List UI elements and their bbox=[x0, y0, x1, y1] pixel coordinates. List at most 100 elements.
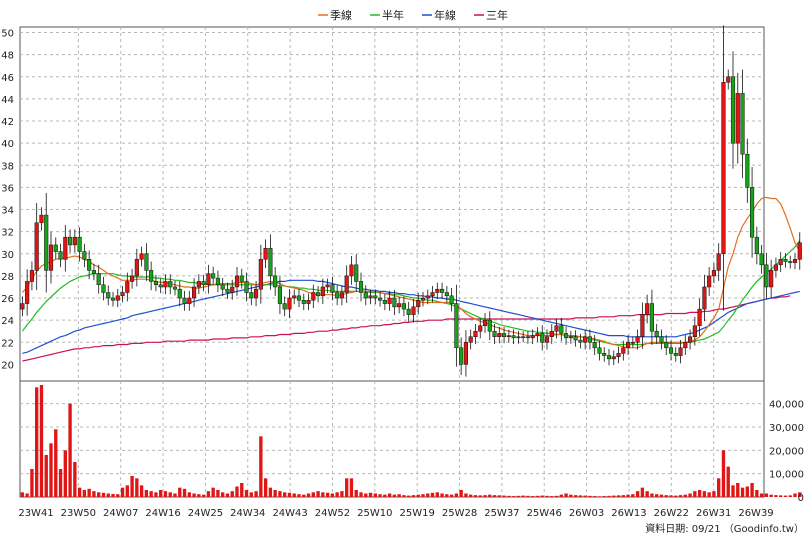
candlestick bbox=[149, 261, 154, 291]
candle-body bbox=[239, 275, 244, 282]
volume-bar bbox=[540, 495, 544, 497]
x-tick-label-11: 25W37 bbox=[484, 508, 519, 519]
volume-bar bbox=[545, 495, 549, 497]
candlestick bbox=[730, 51, 736, 169]
x-tick-label-3: 24W16 bbox=[145, 508, 180, 519]
candle-body bbox=[230, 286, 235, 293]
candle-body bbox=[177, 288, 182, 299]
legend-label-3: 三年 bbox=[486, 8, 508, 22]
candlestick bbox=[316, 285, 321, 303]
volume-bar bbox=[340, 491, 344, 497]
candlestick bbox=[459, 337, 464, 375]
volume-bar bbox=[731, 485, 735, 497]
candlestick bbox=[740, 69, 745, 179]
volume-panel-frame bbox=[19, 380, 765, 498]
candlestick bbox=[735, 72, 740, 164]
candlestick bbox=[277, 276, 282, 315]
candlestick bbox=[602, 347, 607, 362]
candle-body bbox=[168, 281, 173, 288]
candlestick bbox=[487, 311, 492, 341]
volume-bar bbox=[635, 491, 640, 497]
volume-bar bbox=[473, 495, 478, 497]
candle-body bbox=[487, 319, 492, 332]
candlestick bbox=[754, 226, 759, 265]
volume-bar bbox=[325, 492, 330, 497]
candlestick bbox=[606, 349, 612, 366]
volume-tick-label-2: 20,000 bbox=[769, 446, 804, 457]
candle-body bbox=[754, 236, 759, 255]
price-tick-label-3: 26 bbox=[1, 294, 14, 305]
candlestick bbox=[354, 254, 359, 292]
candle-body bbox=[249, 292, 254, 299]
candlestick bbox=[649, 289, 654, 346]
volume-bar bbox=[368, 492, 373, 497]
volume-bar bbox=[35, 387, 39, 497]
volume-bar bbox=[92, 491, 96, 497]
candlestick bbox=[530, 329, 535, 345]
x-tick-label-2: 24W07 bbox=[103, 508, 138, 519]
volume-bar bbox=[154, 492, 158, 497]
volume-bar bbox=[82, 490, 87, 497]
volume-bars bbox=[20, 385, 802, 497]
candle-body bbox=[34, 222, 39, 271]
volume-bar bbox=[445, 494, 449, 497]
volume-bar bbox=[459, 490, 463, 497]
candle-body bbox=[454, 303, 459, 349]
volume-bar bbox=[664, 495, 668, 497]
candlestick bbox=[378, 291, 383, 307]
candle-body bbox=[616, 353, 621, 357]
volume-bar bbox=[201, 494, 206, 497]
candlestick bbox=[630, 336, 635, 348]
price-tick-label-15: 50 bbox=[1, 29, 14, 40]
candlestick bbox=[797, 232, 802, 270]
candlestick bbox=[420, 291, 426, 307]
candle-body bbox=[77, 236, 82, 252]
candle-body bbox=[187, 297, 192, 304]
candle-body bbox=[544, 336, 550, 343]
volume-bar bbox=[54, 429, 58, 497]
candlestick bbox=[34, 203, 39, 291]
candlestick bbox=[559, 317, 564, 342]
volume-bar bbox=[58, 469, 63, 497]
volume-bar bbox=[354, 490, 358, 497]
candle-body bbox=[750, 187, 755, 238]
candlestick bbox=[645, 294, 650, 324]
volume-bar bbox=[97, 492, 101, 497]
candlestick bbox=[635, 329, 640, 350]
x-tick-label-7: 24W52 bbox=[315, 508, 350, 519]
candlestick bbox=[416, 292, 421, 315]
volume-bar bbox=[564, 493, 568, 497]
candlestick bbox=[640, 302, 645, 349]
candlestick bbox=[692, 316, 697, 346]
candlestick bbox=[125, 272, 130, 302]
volume-bar bbox=[407, 495, 411, 497]
candle-body bbox=[440, 288, 445, 293]
candlestick bbox=[587, 329, 592, 350]
volume-bar bbox=[44, 455, 48, 497]
candlestick bbox=[20, 296, 25, 317]
candle-body bbox=[626, 342, 631, 349]
candlestick bbox=[597, 340, 602, 361]
volume-bar bbox=[440, 493, 444, 497]
candle-body bbox=[530, 335, 535, 339]
candlestick bbox=[87, 250, 92, 280]
candle-body bbox=[72, 236, 77, 246]
candlestick bbox=[664, 335, 669, 356]
candle-body bbox=[397, 303, 402, 308]
candlestick bbox=[39, 207, 44, 231]
candle-body bbox=[425, 295, 430, 299]
candlestick bbox=[463, 330, 468, 377]
volume-bar bbox=[736, 483, 740, 497]
candle-body bbox=[783, 259, 788, 262]
price-tick-label-2: 24 bbox=[1, 316, 14, 327]
candle-body bbox=[144, 253, 149, 271]
candle-body bbox=[115, 295, 120, 301]
candle-body bbox=[444, 292, 449, 297]
x-tick-label-8: 25W10 bbox=[357, 508, 392, 519]
volume-bar bbox=[125, 485, 129, 497]
volume-bar bbox=[621, 495, 625, 497]
candlestick bbox=[568, 330, 573, 344]
candle-body bbox=[349, 264, 354, 277]
price-tick-label-9: 38 bbox=[1, 161, 14, 172]
volume-bar bbox=[211, 487, 215, 497]
